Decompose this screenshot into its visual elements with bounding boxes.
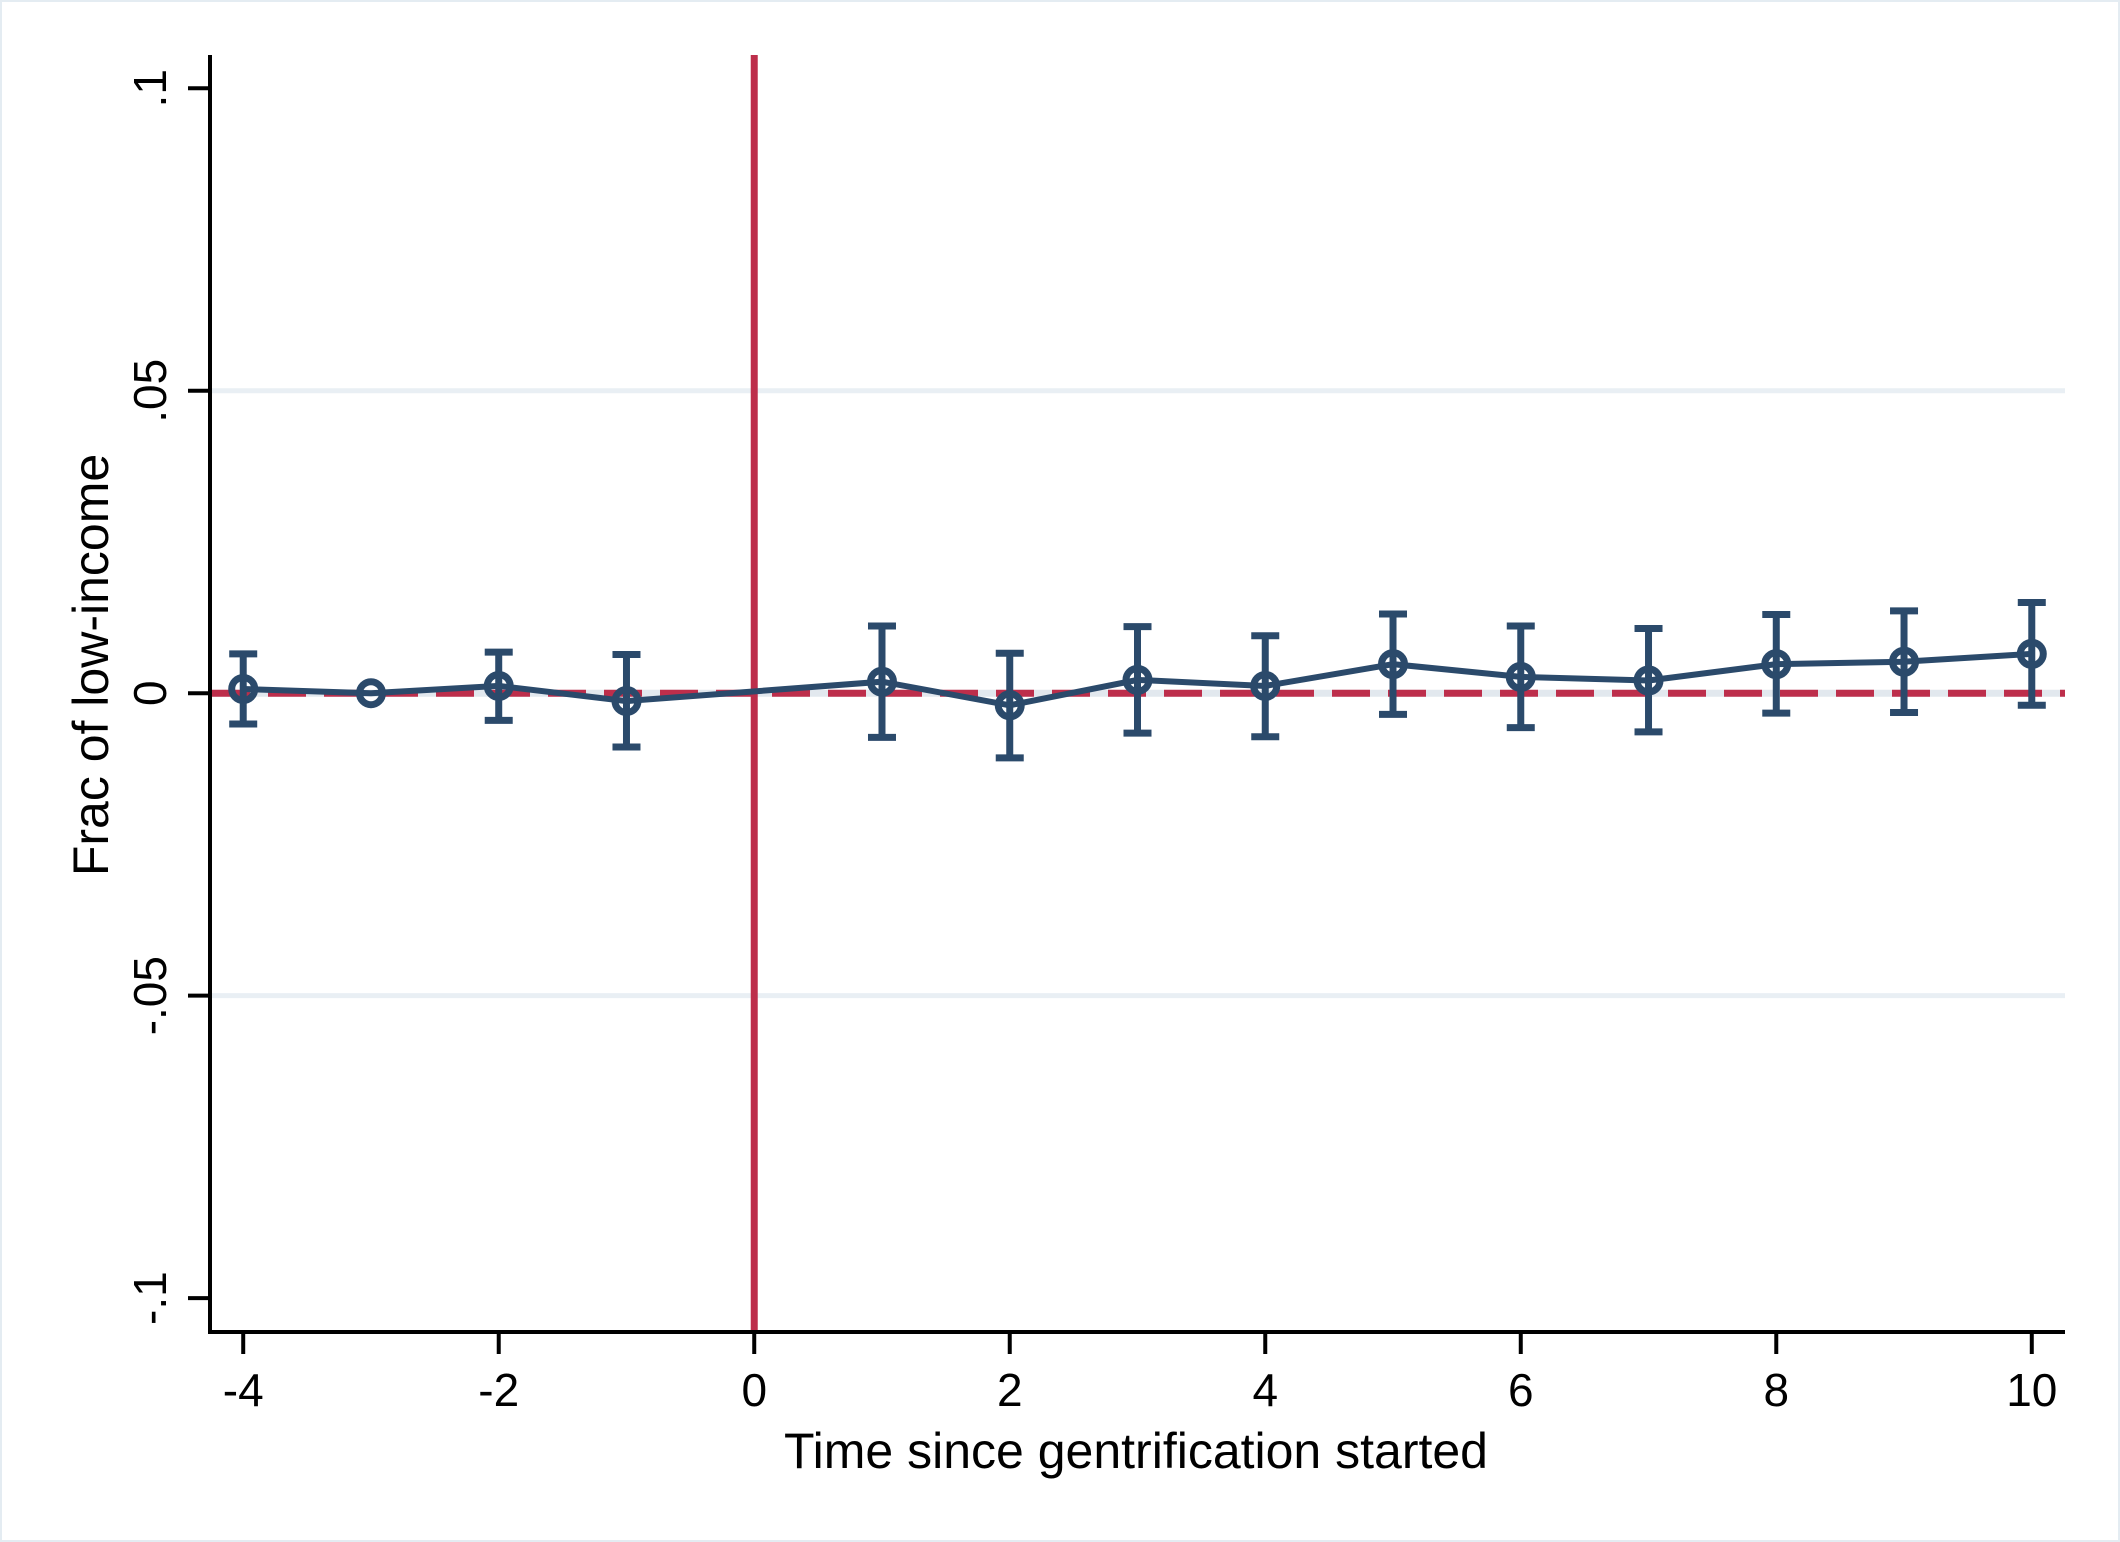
- x-tick-label: 10: [2006, 1364, 2057, 1416]
- x-tick-label: 4: [1252, 1364, 1278, 1416]
- x-tick-label: 8: [1763, 1364, 1789, 1416]
- gridline-layer: [212, 388, 2065, 999]
- coefficient-line: [243, 650, 2032, 709]
- coefficient-marker: [1378, 649, 1409, 680]
- coefficient-marker: [1122, 664, 1153, 695]
- x-tick-label: 2: [997, 1364, 1023, 1416]
- coefficient-marker: [1633, 665, 1664, 696]
- x-tick-label: 6: [1508, 1364, 1534, 1416]
- x-tick-label: -2: [478, 1364, 519, 1416]
- coefficient-marker: [611, 686, 642, 717]
- axes-layer: .1 .05 0 -.05 -.1 -4 -2 0 2 4 6 8 10: [124, 55, 2065, 1416]
- coefficient-marker: [1889, 646, 1920, 677]
- coefficient-marker: [355, 678, 386, 709]
- coefficient-marker: [1250, 670, 1281, 701]
- x-axis-title: Time since gentrification started: [784, 1423, 1488, 1479]
- coefficient-marker: [1761, 649, 1792, 680]
- x-tick-label: -4: [223, 1364, 264, 1416]
- y-tick-label: .05: [124, 359, 176, 423]
- y-tick-label: -.1: [124, 1271, 176, 1325]
- y-tick-label: 0: [124, 680, 176, 706]
- coefficient-marker: [866, 666, 897, 697]
- coefficient-marker: [2016, 638, 2047, 669]
- x-tick-label: 0: [741, 1364, 767, 1416]
- coefficient-marker: [994, 690, 1025, 721]
- series-layer: [228, 598, 2047, 762]
- y-axis-title: Frac of low-income: [63, 454, 119, 876]
- coefficient-marker: [228, 673, 259, 704]
- y-tick-label: .1: [124, 69, 176, 107]
- y-tick-label: -.05: [124, 956, 176, 1035]
- coefficient-marker: [483, 670, 514, 701]
- coefficient-marker: [1505, 661, 1536, 692]
